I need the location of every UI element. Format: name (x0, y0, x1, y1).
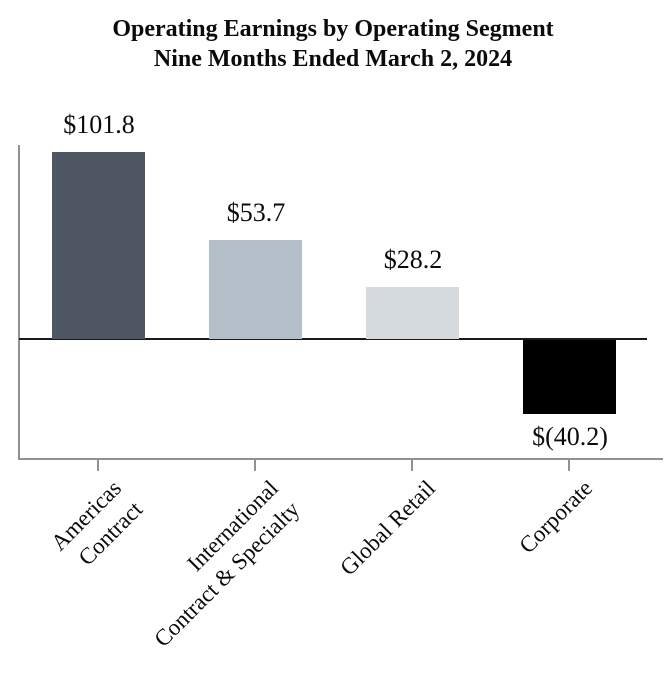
value-label-international-contract-specialty: $53.7 (226, 198, 286, 227)
chart-subtitle: Nine Months Ended March 2, 2024 (153, 46, 513, 72)
bar-americas-contract (52, 152, 145, 339)
value-label-americas-contract: $101.8 (63, 110, 135, 139)
value-label-corporate: $(40.2) (532, 422, 608, 451)
bar-international-contract-specialty (209, 240, 302, 339)
chart-title: Operating Earnings by Operating Segment (112, 16, 554, 42)
x-tick-corporate (567, 460, 570, 471)
y-axis-line (18, 145, 20, 458)
x-tick-international-contract-specialty (253, 460, 256, 471)
bar-global-retail (366, 287, 459, 339)
x-axis-line (18, 458, 663, 460)
x-tick-americas-contract (96, 460, 99, 471)
bar-corporate (523, 340, 616, 414)
value-label-global-retail: $28.2 (383, 245, 443, 274)
x-tick-global-retail (410, 460, 413, 471)
chart-title-block: Operating Earnings by Operating Segment … (0, 14, 666, 74)
zero-baseline (19, 338, 647, 340)
